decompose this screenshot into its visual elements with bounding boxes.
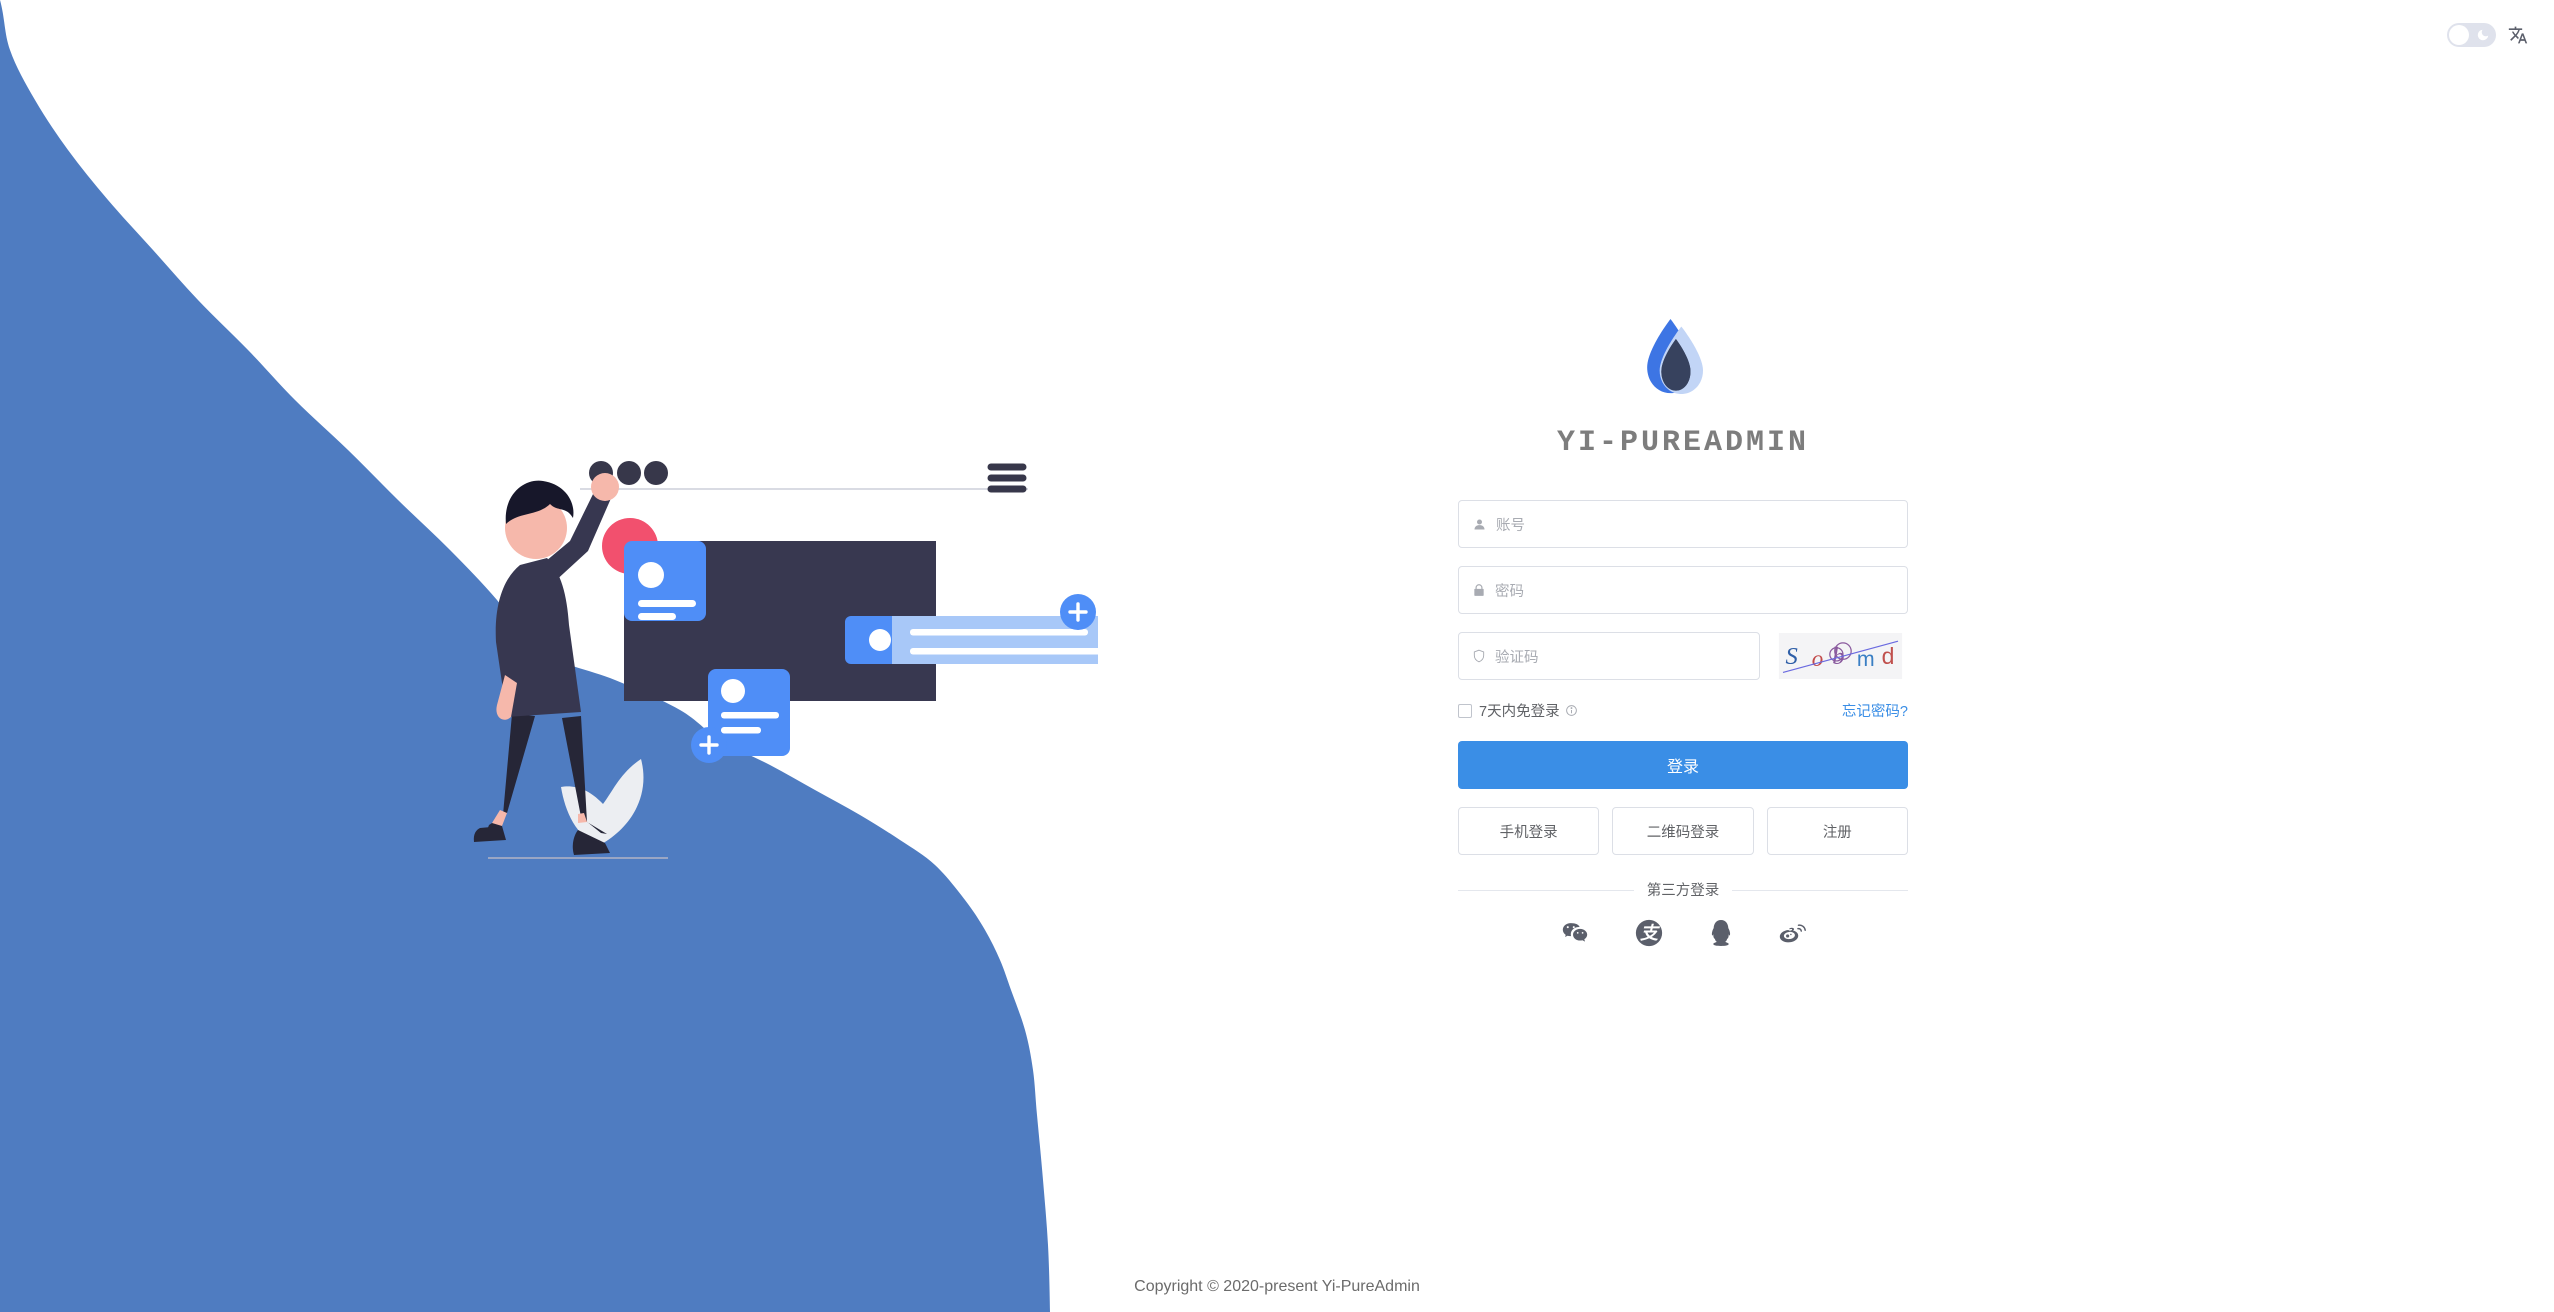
svg-text:S: S: [1785, 643, 1797, 670]
svg-text:o: o: [1812, 646, 1824, 671]
svg-text:d: d: [1882, 643, 1895, 669]
svg-text:支: 支: [1640, 923, 1660, 943]
